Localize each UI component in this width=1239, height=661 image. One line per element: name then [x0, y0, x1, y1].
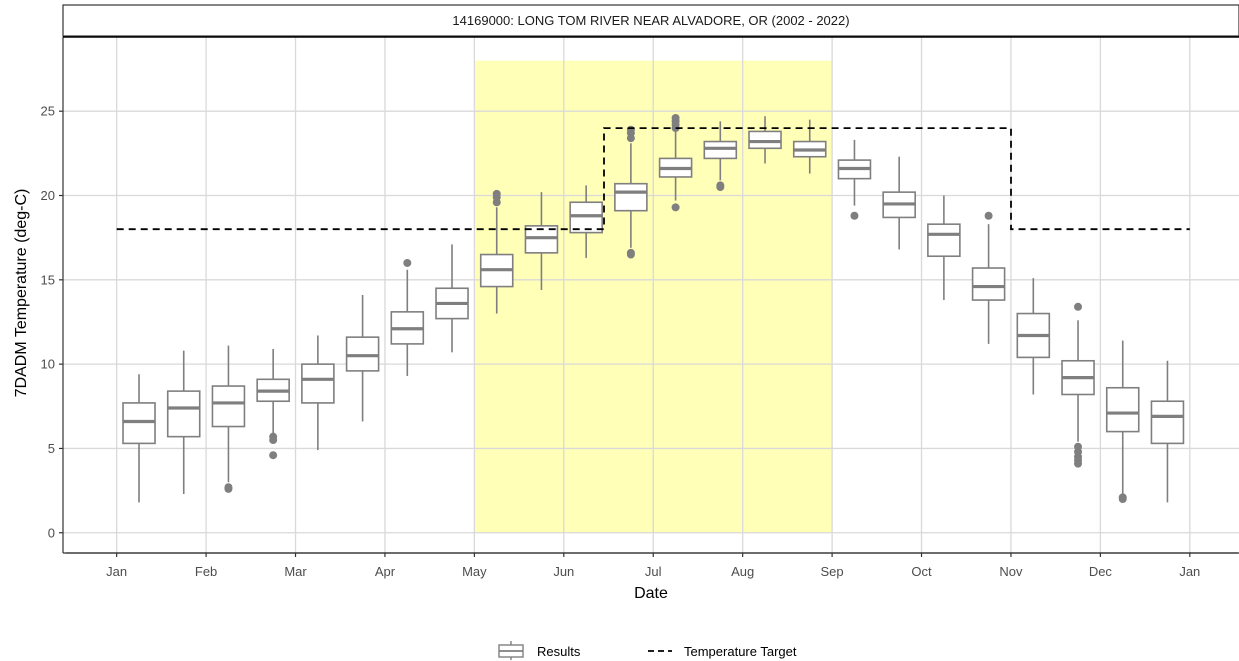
box-body — [345, 336, 380, 372]
box-body — [301, 363, 335, 404]
box-body — [166, 390, 201, 438]
box-outlier-point — [671, 113, 680, 122]
box-body — [569, 201, 603, 234]
box-2 — [211, 345, 246, 493]
results-boxes — [122, 113, 1185, 504]
box-outlier-point — [626, 248, 635, 257]
legend-results-label: Results — [537, 644, 581, 659]
box-outlier-point — [850, 211, 859, 220]
box-outlier-point — [269, 451, 278, 460]
box-4 — [301, 335, 335, 451]
box-outlier-point — [1074, 302, 1083, 311]
box-1 — [166, 350, 201, 494]
box-body — [703, 140, 738, 160]
box-outlier-point — [224, 484, 233, 493]
legend-target-label: Temperature Target — [684, 644, 797, 659]
x-tick-label: Jan — [1179, 564, 1200, 579]
box-5 — [345, 295, 380, 422]
box-18 — [927, 195, 961, 301]
x-tick-label: Oct — [911, 564, 932, 579]
box-6 — [390, 258, 425, 376]
box-body — [614, 182, 648, 212]
box-body — [524, 225, 559, 254]
x-axis: Jan Feb Mar Apr May Jun Jul Aug Sep Oct Nov Dec Jan — [66, 552, 1238, 579]
box-16 — [837, 139, 872, 220]
y-tick-label: 0 — [48, 525, 55, 540]
y-tick-label: 10 — [41, 357, 55, 372]
box-20 — [1016, 278, 1051, 395]
box-outlier-point — [492, 189, 501, 198]
x-tick-label: Jun — [553, 564, 574, 579]
box-outlier-point — [403, 258, 412, 267]
box-19 — [971, 211, 1006, 344]
box-body — [748, 130, 782, 150]
box-outlier-point — [626, 125, 635, 134]
x-tick-label: Apr — [375, 564, 396, 579]
box-outlier-point — [269, 436, 278, 445]
box-22 — [1105, 340, 1140, 504]
y-tick-label: 5 — [48, 441, 55, 456]
box-body — [927, 223, 961, 258]
box-13 — [703, 121, 738, 192]
chart-title: 14169000: LONG TOM RIVER NEAR ALVADORE, … — [452, 13, 849, 28]
legend: Results Temperature Target — [498, 641, 797, 660]
box-outlier-point — [984, 211, 993, 220]
y-tick-label: 25 — [41, 104, 55, 119]
y-axis-title: 7DADM Temperature (deg-C) — [13, 189, 30, 398]
x-tick-label: Jul — [645, 564, 662, 579]
box-17 — [882, 156, 916, 250]
y-tick-label: 20 — [41, 188, 55, 203]
box-outlier-point — [1074, 459, 1083, 468]
x-tick-label: Mar — [284, 564, 307, 579]
x-axis-title: Date — [634, 585, 668, 602]
facet-strip-background — [62, 4, 1239, 37]
box-15 — [792, 119, 827, 174]
legend-results-key — [498, 641, 524, 660]
box-outlier-point — [671, 203, 680, 212]
x-tick-label: Aug — [731, 564, 754, 579]
x-tick-label: Nov — [999, 564, 1023, 579]
grid-lines — [63, 37, 1239, 553]
x-tick-label: Sep — [821, 564, 844, 579]
box-body — [971, 267, 1006, 301]
box-3 — [256, 348, 290, 460]
box-outlier-point — [1118, 495, 1127, 504]
facet-strip: 14169000: LONG TOM RIVER NEAR ALVADORE, … — [62, 4, 1239, 38]
y-axis: 0 5 10 15 20 25 — [41, 104, 63, 540]
box-outlier-point — [716, 181, 725, 190]
box-body — [1105, 386, 1140, 433]
box-9 — [524, 192, 559, 290]
box-body — [211, 385, 246, 428]
box-body — [1150, 400, 1185, 445]
x-tick-label: Dec — [1089, 564, 1113, 579]
x-tick-label: Jan — [106, 564, 127, 579]
box-12 — [658, 113, 693, 212]
box-14 — [748, 116, 782, 164]
box-23 — [1150, 360, 1185, 503]
x-tick-label: Feb — [195, 564, 217, 579]
y-tick-label: 15 — [41, 272, 55, 287]
box-10 — [569, 185, 603, 258]
box-8 — [479, 189, 514, 314]
x-tick-label: May — [462, 564, 487, 579]
box-0 — [122, 374, 156, 503]
box-7 — [435, 244, 469, 353]
box-21 — [1061, 302, 1095, 468]
box-body — [122, 402, 156, 445]
